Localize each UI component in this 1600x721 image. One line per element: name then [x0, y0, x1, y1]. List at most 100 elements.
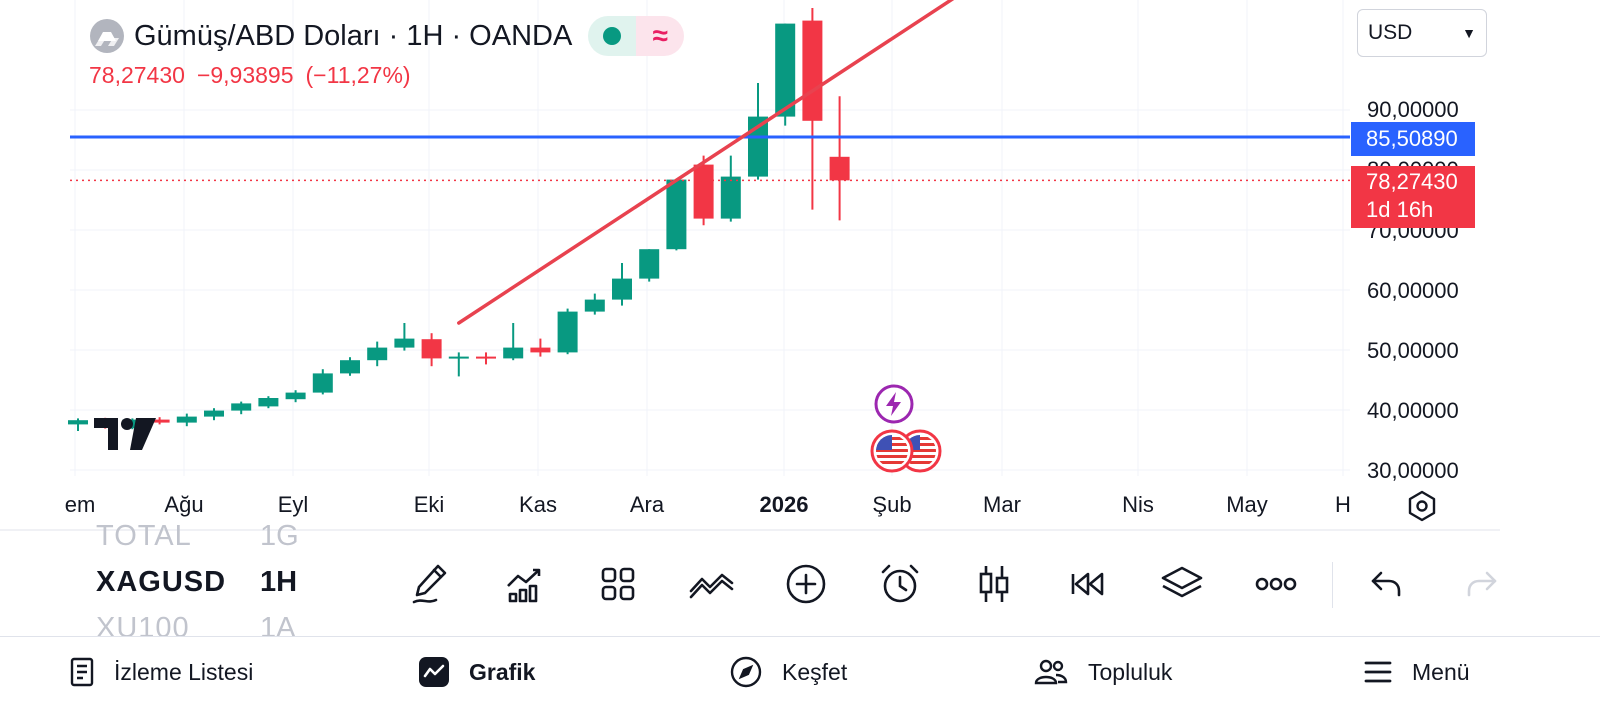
menu-icon: [1364, 661, 1392, 683]
x-tick-label: Kas: [519, 492, 557, 517]
candles-icon: [979, 566, 1009, 602]
nav-label: Grafik: [469, 658, 536, 685]
candle-body: [176, 416, 197, 423]
bottom-navigation: İzleme Listesi Grafik Keşfet Topluluk Me…: [0, 636, 1600, 721]
watchlist-symbol[interactable]: TOTAL: [96, 520, 192, 552]
community-icon: [1034, 659, 1068, 685]
toolbar-divider: [1332, 562, 1333, 608]
layers-icon: [1161, 566, 1203, 598]
redo-button[interactable]: [1458, 560, 1506, 608]
watchlist-symbol[interactable]: XAGUSD: [96, 566, 227, 598]
lightning-event-icon[interactable]: [873, 383, 915, 430]
watchlist-interval[interactable]: 1G: [260, 520, 299, 552]
x-tick-label: em: [64, 492, 96, 517]
candle-body: [312, 373, 333, 393]
drawing-tool-button[interactable]: [406, 560, 454, 608]
candle-body: [530, 347, 551, 353]
chart-icon: [419, 657, 449, 687]
alert-button[interactable]: [876, 560, 924, 608]
x-tick-label: Şub: [872, 492, 912, 517]
compare-icon: [689, 573, 734, 599]
watchlist-interval[interactable]: 1H: [260, 566, 298, 598]
indicators-button[interactable]: [500, 560, 548, 608]
candle-body: [639, 249, 660, 279]
nav-community[interactable]: Topluluk: [1034, 637, 1172, 707]
nav-label: Topluluk: [1088, 658, 1173, 685]
watchlist-icon: [70, 657, 94, 687]
nav-menu[interactable]: Menü: [1364, 637, 1470, 707]
approx-icon: ≈: [636, 16, 685, 56]
nav-chart[interactable]: Grafik: [419, 637, 535, 707]
layers-button[interactable]: [1158, 560, 1206, 608]
symbol-title[interactable]: Gümüş/ABD Doları · 1H · OANDA: [134, 19, 573, 52]
candle-body: [720, 176, 741, 219]
candle-body: [421, 339, 442, 359]
x-tick-label: May: [1226, 492, 1268, 517]
currency-select[interactable]: USD ▼: [1357, 9, 1487, 57]
undo-icon: [1371, 571, 1401, 597]
y-tick-label: 60,00000: [1367, 278, 1459, 303]
candle-body: [612, 278, 632, 300]
chevron-down-icon: ▼: [1462, 25, 1476, 41]
bar-countdown: 1d 16h: [1366, 197, 1434, 222]
us-flag-event-icon[interactable]: [870, 429, 914, 478]
x-tick-label: Ara: [629, 492, 665, 517]
price-change-percent: (−11,27%): [305, 62, 411, 88]
alarm-clock-icon: [881, 564, 919, 603]
more-button[interactable]: [1252, 560, 1300, 608]
compare-button[interactable]: [688, 560, 736, 608]
candle-body: [448, 356, 469, 359]
candle-body: [775, 23, 796, 117]
candle-body: [557, 311, 578, 353]
candle-body: [584, 299, 605, 312]
horizontal-line-price-badge[interactable]: 85,50890: [1351, 122, 1475, 156]
candle-body: [666, 179, 687, 250]
price-change-line: 78,27430 −9,93895 (−11,27%): [89, 62, 423, 89]
hexagon-settings-icon[interactable]: [1404, 488, 1440, 524]
x-tick-label: Eyl: [277, 492, 309, 517]
undo-button[interactable]: [1362, 560, 1410, 608]
add-button[interactable]: [782, 560, 830, 608]
candle-body: [340, 360, 360, 374]
chart-type-button[interactable]: [970, 560, 1018, 608]
tradingview-watermark-icon: [94, 418, 156, 455]
chart-up-icon: [507, 568, 541, 603]
silver-logo-icon: [90, 19, 124, 53]
x-tick-label: Eki: [413, 492, 445, 517]
nav-watchlist[interactable]: İzleme Listesi: [70, 637, 253, 707]
templates-button[interactable]: [594, 560, 642, 608]
candle-body: [693, 164, 714, 219]
trend-line: [457, 0, 955, 325]
x-tick-label: H: [1335, 492, 1351, 517]
grid-icon: [601, 567, 635, 601]
plus-circle-icon: [786, 564, 826, 604]
candle-body: [258, 398, 279, 407]
last-price: 78,27430: [89, 62, 185, 88]
last-price-badge-value: 78,27430: [1366, 169, 1458, 194]
candle-body: [285, 392, 306, 400]
x-tick-label: Nis: [1122, 492, 1154, 517]
rewind-icon: [1071, 572, 1104, 596]
last-price-badge[interactable]: 78,27430 1d 16h: [1351, 166, 1475, 228]
pencil-icon: [412, 564, 447, 604]
market-status[interactable]: ≈: [588, 16, 685, 56]
candle-body: [204, 410, 224, 417]
x-tick-label: 2026: [759, 492, 809, 517]
price-change: −9,93895: [196, 62, 294, 88]
nav-explore[interactable]: Keşfet: [730, 637, 847, 707]
symbol-header: Gümüş/ABD Doları · 1H · OANDA ≈: [90, 14, 685, 58]
candle-body: [149, 419, 170, 423]
y-tick-label: 30,00000: [1367, 458, 1459, 483]
candle-body: [802, 20, 823, 121]
compass-icon: [730, 656, 762, 688]
candle-body: [231, 403, 252, 411]
y-tick-label: 90,00000: [1367, 97, 1459, 122]
currency-value: USD: [1368, 21, 1413, 44]
x-tick-label: Ağu: [164, 492, 204, 517]
y-tick-label: 50,00000: [1367, 338, 1459, 363]
replay-button[interactable]: [1064, 560, 1112, 608]
nav-label: Keşfet: [782, 658, 848, 685]
candle-body: [68, 420, 88, 425]
more-icon: [1255, 577, 1297, 591]
